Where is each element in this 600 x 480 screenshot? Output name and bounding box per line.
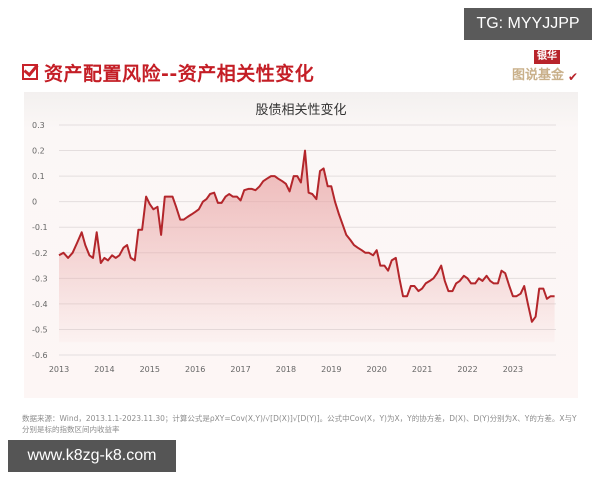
y-tick-label: -0.6 [32, 351, 48, 360]
y-tick-label: 0.2 [32, 147, 45, 156]
line-chart: 股债相关性变化 0.3 0.2 0.1 0 -0.1 -0.2 -0.3 -0.4 -0.5 -0.… [32, 102, 556, 374]
watermark-tg: TG: MYYJJPP [464, 8, 592, 40]
logo-check-icon: ✔ [568, 70, 579, 84]
chart-title: 股债相关性变化 [255, 102, 346, 118]
y-tick-label: -0.1 [32, 223, 48, 232]
checkbox-icon [22, 64, 38, 80]
x-tick-label: 2021 [412, 365, 432, 374]
logo-top-text: 银华 [534, 50, 560, 64]
x-tick-label: 2020 [367, 365, 387, 374]
series-line [58, 149, 555, 323]
area-fill [59, 150, 555, 343]
y-tick-label: 0.1 [32, 172, 45, 181]
data-source-footnote: 数据来源：Wind，2013.1.1-2023.11.30；计算公式是ρXY=C… [22, 414, 577, 434]
x-tick-label: 2019 [321, 365, 341, 374]
chart-container: 股债相关性变化 0.3 0.2 0.1 0 -0.1 -0.2 -0.3 -0.4 -0.5 -0.… [24, 92, 578, 398]
page-title: 资产配置风险--资产相关性变化 [44, 62, 315, 85]
x-tick-label: 2023 [503, 365, 523, 374]
y-tick-label: -0.2 [32, 249, 48, 258]
y-tick-label: 0.3 [32, 121, 45, 130]
x-tick-label: 2016 [185, 365, 205, 374]
page-header: 资产配置风险--资产相关性变化 [22, 58, 314, 86]
x-tick-label: 2015 [140, 365, 160, 374]
x-tick-label: 2022 [457, 365, 477, 374]
y-tick-label: 0 [32, 198, 37, 207]
y-tick-label: -0.3 [32, 274, 48, 283]
x-tick-label: 2018 [276, 365, 296, 374]
x-tick-label: 2014 [94, 365, 114, 374]
y-tick-label: -0.5 [32, 325, 48, 334]
x-tick-label: 2013 [49, 365, 69, 374]
brand-logo: 银华 图说基金 ✔ [510, 50, 580, 86]
logo-bottom-text: 图说基金 [512, 68, 565, 83]
watermark-url: www.k8zg-k8.com [8, 440, 176, 472]
y-tick-label: -0.4 [32, 300, 48, 309]
x-tick-label: 2017 [230, 365, 250, 374]
